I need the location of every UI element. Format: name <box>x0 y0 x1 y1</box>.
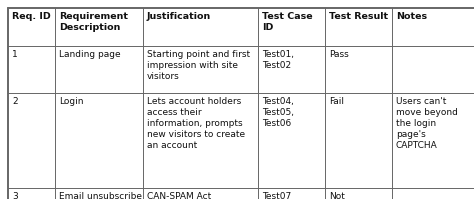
Text: Starting point and first
impression with site
visitors: Starting point and first impression with… <box>147 50 250 81</box>
Text: Not
executed: Not executed <box>329 192 371 199</box>
Text: Justification: Justification <box>147 12 211 21</box>
Text: 1: 1 <box>12 50 18 59</box>
Text: Test01,
Test02: Test01, Test02 <box>262 50 294 70</box>
Text: Test07: Test07 <box>262 192 291 199</box>
Text: 3: 3 <box>12 192 18 199</box>
Text: Users can't
move beyond
the login
page's
CAPTCHA: Users can't move beyond the login page's… <box>396 97 458 150</box>
Text: 2: 2 <box>12 97 18 106</box>
Text: Landing page: Landing page <box>59 50 120 59</box>
Text: Login: Login <box>59 97 83 106</box>
Text: Test Result: Test Result <box>329 12 388 21</box>
Text: Email unsubscribe
button: Email unsubscribe button <box>59 192 142 199</box>
Text: Requirement
Description: Requirement Description <box>59 12 128 32</box>
Text: Fail: Fail <box>329 97 344 106</box>
Text: Pass: Pass <box>329 50 349 59</box>
Text: CAN-SPAM Act
requirement: CAN-SPAM Act requirement <box>147 192 211 199</box>
Text: Req. ID: Req. ID <box>12 12 51 21</box>
Text: Test Case
ID: Test Case ID <box>262 12 313 32</box>
Text: Test04,
Test05,
Test06: Test04, Test05, Test06 <box>262 97 294 128</box>
Text: Notes: Notes <box>396 12 427 21</box>
Text: Lets account holders
access their
information, prompts
new visitors to create
an: Lets account holders access their inform… <box>147 97 245 150</box>
